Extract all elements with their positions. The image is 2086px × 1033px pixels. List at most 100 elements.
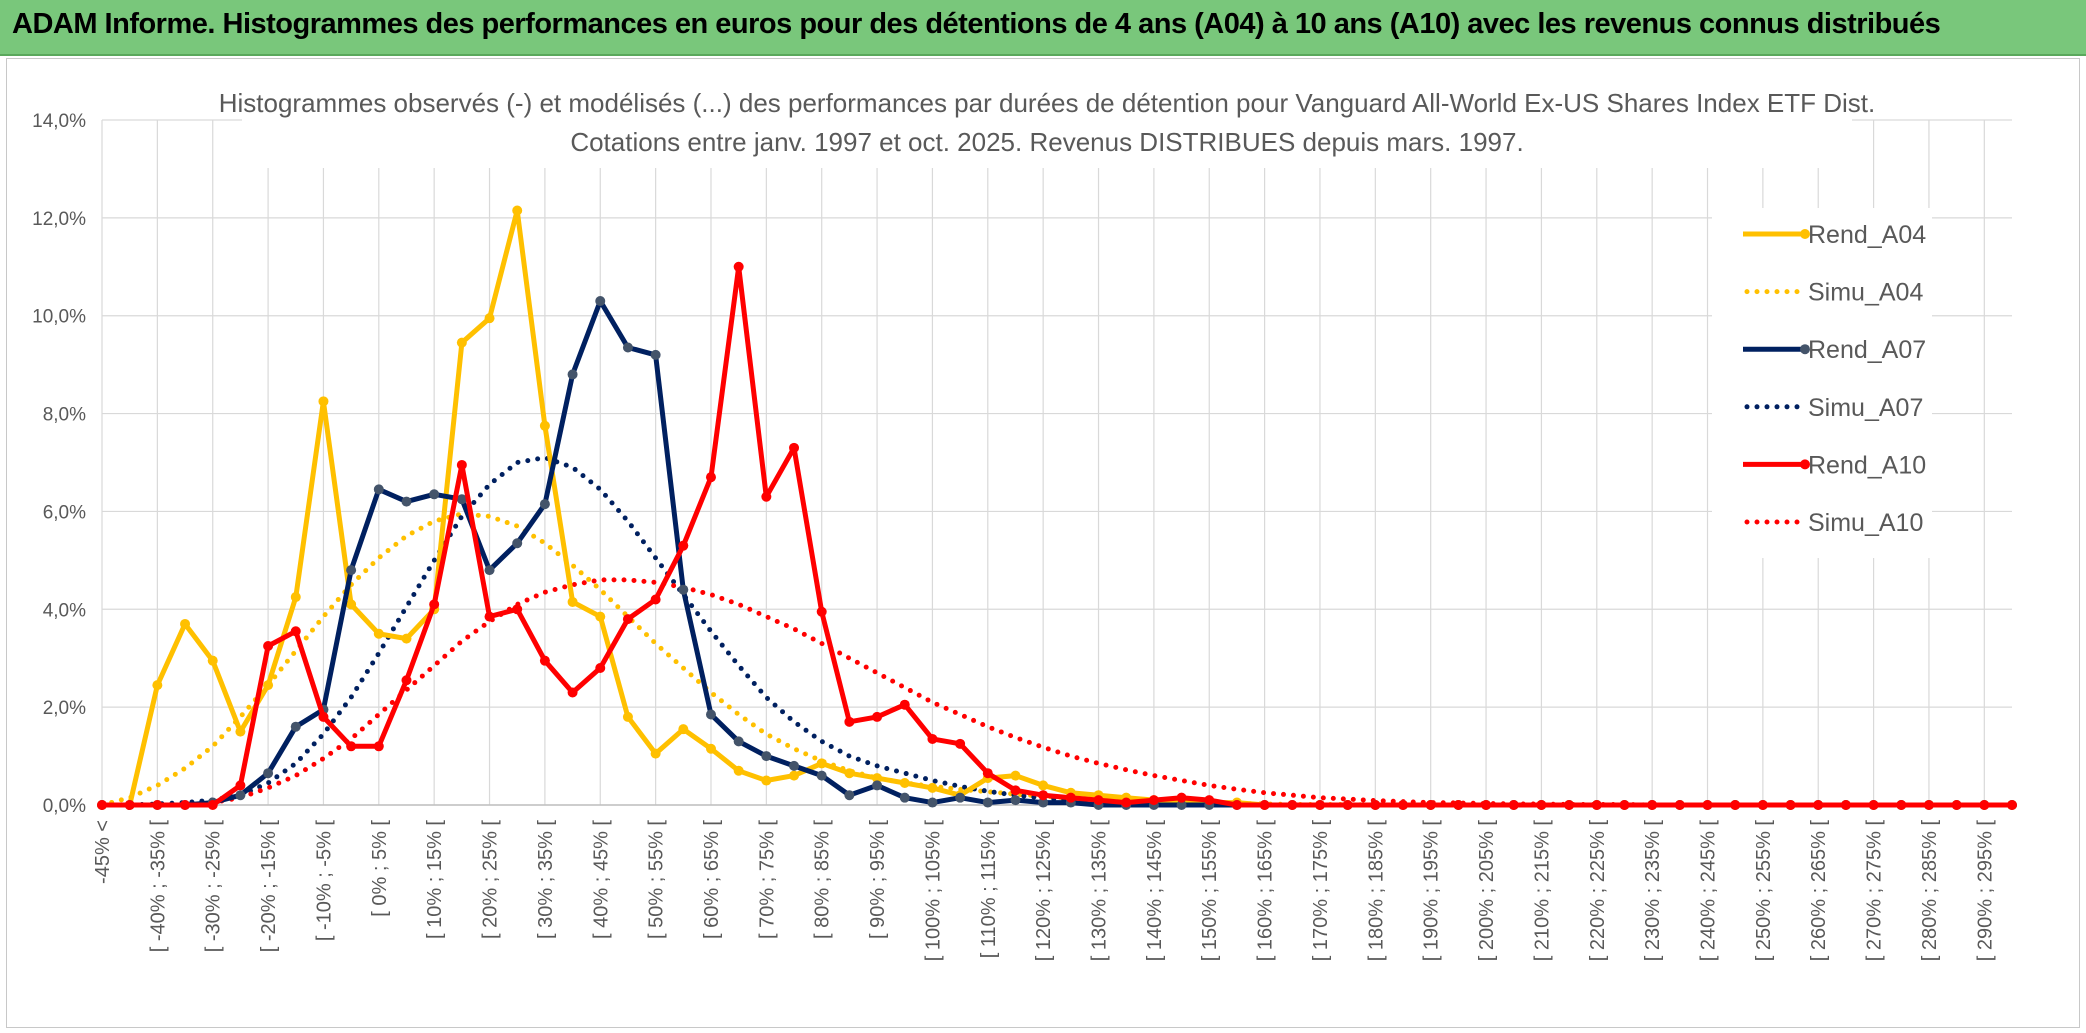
- point-rend-a10: [1425, 800, 1436, 810]
- x-tick-label: [ 220% ; 225% [: [1587, 820, 1609, 962]
- point-rend-a10: [816, 606, 827, 617]
- point-rend-a04: [290, 592, 301, 603]
- point-rend-a04: [567, 596, 578, 607]
- point-rend-a10: [1065, 792, 1076, 803]
- point-rend-a10: [346, 741, 357, 752]
- point-rend-a04: [318, 396, 329, 407]
- point-rend-a07: [263, 768, 274, 779]
- point-rend-a10: [1564, 800, 1575, 810]
- point-rend-a07: [650, 349, 661, 360]
- point-rend-a07: [595, 296, 606, 307]
- y-tick-label: 12,0%: [32, 209, 86, 230]
- point-rend-a10: [1314, 800, 1325, 810]
- point-rend-a04: [761, 775, 772, 786]
- point-rend-a10: [235, 780, 246, 791]
- point-rend-a04: [484, 313, 495, 324]
- x-tick-label: [ 170% ; 175% [: [1310, 820, 1332, 962]
- point-rend-a10: [1481, 800, 1492, 810]
- point-rend-a07: [705, 709, 716, 720]
- point-rend-a04: [705, 743, 716, 754]
- point-rend-a10: [622, 614, 633, 625]
- point-rend-a10: [1951, 800, 1962, 810]
- legend-label: Rend_A10: [1808, 451, 1926, 479]
- x-tick-label: [ 90% ; 95% [: [867, 820, 889, 939]
- point-rend-a04: [373, 628, 384, 639]
- point-rend-a07: [290, 721, 301, 732]
- point-rend-a07: [899, 792, 910, 803]
- banner: ADAM Informe. Histogrammes des performan…: [0, 0, 2086, 56]
- point-rend-a10: [456, 459, 467, 470]
- point-rend-a10: [1757, 800, 1768, 810]
- series-simu-a10: [99, 577, 2015, 808]
- point-rend-a10: [401, 675, 412, 686]
- y-tick-label: 8,0%: [43, 405, 86, 426]
- banner-title: ADAM Informe. Histogrammes des performan…: [12, 8, 1941, 40]
- x-tick-label: [ 190% ; 195% [: [1421, 820, 1443, 962]
- point-rend-a04: [872, 773, 883, 784]
- point-rend-a07: [235, 790, 246, 801]
- point-rend-a10: [1176, 792, 1187, 803]
- point-rend-a10: [290, 626, 301, 637]
- point-rend-a10: [97, 800, 107, 810]
- point-rend-a07: [927, 797, 938, 808]
- point-rend-a07: [761, 751, 772, 762]
- point-rend-a04: [789, 770, 800, 781]
- point-rend-a04: [1010, 770, 1021, 781]
- point-rend-a04: [539, 420, 550, 431]
- point-rend-a10: [982, 768, 993, 779]
- point-rend-a10: [1231, 800, 1242, 810]
- y-tick-label: 2,0%: [43, 698, 86, 719]
- point-rend-a10: [512, 604, 523, 615]
- x-tick-label: [ 70% ; 75% [: [756, 820, 778, 939]
- x-tick-label: [ 0% ; 5% [: [369, 820, 391, 917]
- point-rend-a07: [678, 584, 689, 595]
- x-axis-ticks: -45% < [ -40% ; -35% [[ -30% ; -25% [[ -2…: [92, 820, 1996, 962]
- point-rend-a10: [152, 800, 163, 810]
- point-rend-a04: [622, 711, 633, 722]
- y-tick-label: 10,0%: [32, 307, 86, 328]
- point-rend-a10: [1923, 800, 1934, 810]
- point-rend-a10: [1730, 800, 1741, 810]
- point-rend-a10: [318, 711, 329, 722]
- legend-item-simu-a10: Simu_A10: [1744, 509, 1923, 537]
- x-tick-label: [ 180% ; 185% [: [1365, 820, 1387, 962]
- point-rend-a10: [1370, 800, 1381, 810]
- x-tick-label: [ 130% ; 135% [: [1089, 820, 1111, 962]
- point-rend-a10: [1121, 797, 1132, 808]
- point-rend-a04: [401, 633, 412, 644]
- point-rend-a10: [484, 611, 495, 622]
- point-rend-a10: [1785, 800, 1796, 810]
- point-rend-a10: [1674, 800, 1685, 810]
- point-rend-a07: [484, 565, 495, 576]
- point-rend-a10: [180, 800, 191, 810]
- x-tick-label: [ 40% ; 45% [: [590, 820, 612, 939]
- point-rend-a10: [207, 800, 218, 810]
- point-rend-a10: [1619, 800, 1630, 810]
- x-tick-label: [ -30% ; -25% [: [203, 820, 225, 953]
- point-rend-a07: [872, 780, 883, 791]
- point-rend-a04: [844, 768, 855, 779]
- point-rend-a04: [1038, 780, 1049, 791]
- point-rend-a10: [1647, 800, 1658, 810]
- point-rend-a07: [346, 565, 357, 576]
- point-rend-a10: [1342, 800, 1353, 810]
- point-rend-a10: [1868, 800, 1879, 810]
- point-rend-a10: [1259, 800, 1270, 810]
- point-rend-a10: [650, 594, 661, 605]
- point-rend-a10: [1813, 800, 1824, 810]
- line-simu-a10: [99, 577, 2015, 808]
- point-rend-a10: [705, 472, 716, 483]
- point-rend-a04: [346, 599, 357, 610]
- point-rend-a10: [124, 800, 135, 810]
- point-rend-a10: [899, 699, 910, 710]
- point-rend-a07: [1010, 795, 1021, 806]
- point-rend-a07: [622, 342, 633, 353]
- point-rend-a10: [1038, 790, 1049, 801]
- legend-marker: [1800, 459, 1810, 470]
- chart-frame: [6, 58, 2080, 1028]
- x-tick-label: [ 10% ; 15% [: [424, 820, 446, 939]
- legend-label: Simu_A10: [1808, 509, 1923, 537]
- y-tick-label: 4,0%: [43, 600, 86, 621]
- point-rend-a04: [152, 680, 163, 691]
